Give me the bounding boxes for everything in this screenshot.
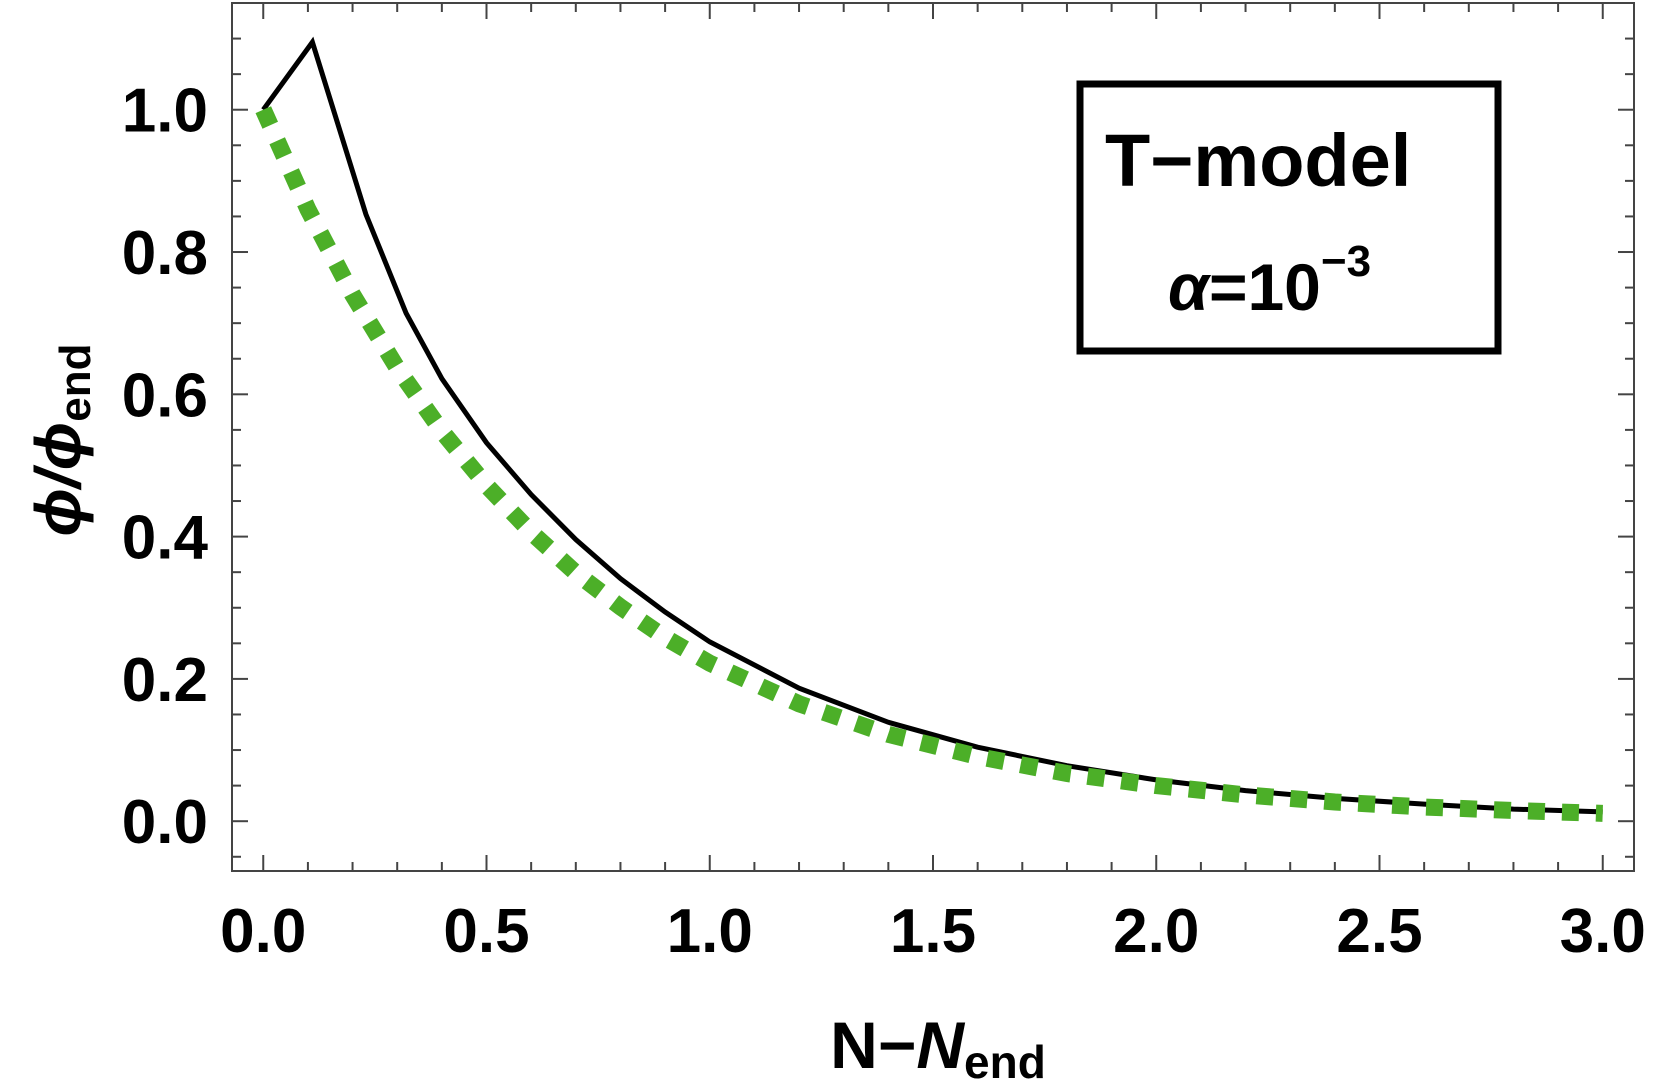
x-axis-label-sub: end [964, 1036, 1046, 1080]
y-tick-label: 0.8 [122, 219, 208, 288]
x-tick-label: 2.0 [1113, 897, 1199, 966]
x-tick-labels: 0.0 0.5 1.0 1.5 2.0 2.5 3.0 [220, 897, 1646, 966]
y-axis-label-sub: end [51, 344, 100, 422]
legend-frame [1076, 80, 1502, 355]
legend-param-symbol: α [1168, 250, 1212, 324]
x-tick-label: 0.0 [220, 897, 306, 966]
x-axis-label: N−Nend [830, 1008, 1046, 1080]
y-tick-label: 0.4 [122, 504, 209, 573]
y-tick-label: 0.2 [122, 646, 208, 715]
x-tick-label: 2.5 [1336, 897, 1422, 966]
x-axis-label-main: N− [830, 1008, 916, 1080]
y-tick-label: 0.6 [122, 361, 208, 430]
axis-ticks [232, 3, 1634, 871]
x-tick-label: 1.5 [890, 897, 976, 966]
series-analytical-line [255, 106, 1603, 822]
y-tick-label: 1.0 [122, 77, 208, 146]
x-tick-label: 0.5 [443, 897, 529, 966]
x-tick-label: 1.0 [667, 897, 753, 966]
legend-param-exp: −3 [1321, 237, 1371, 286]
x-axis-label-italic: N [916, 1008, 965, 1080]
series-layer [255, 36, 1603, 822]
legend-title: T−model [1105, 119, 1411, 202]
y-axis-label: ϕ/ϕend [22, 344, 100, 537]
y-axis-label-main: ϕ/ϕ [22, 422, 94, 537]
x-tick-label: 3.0 [1560, 897, 1646, 966]
legend-param: α=10−3 [1168, 237, 1371, 324]
legend-box: T−model α=10−3 [1076, 80, 1502, 355]
legend-param-eq: =10 [1209, 250, 1321, 324]
y-tick-label: 0.0 [122, 788, 208, 857]
y-tick-labels: 0.0 0.2 0.4 0.6 0.8 1.0 [122, 77, 209, 857]
